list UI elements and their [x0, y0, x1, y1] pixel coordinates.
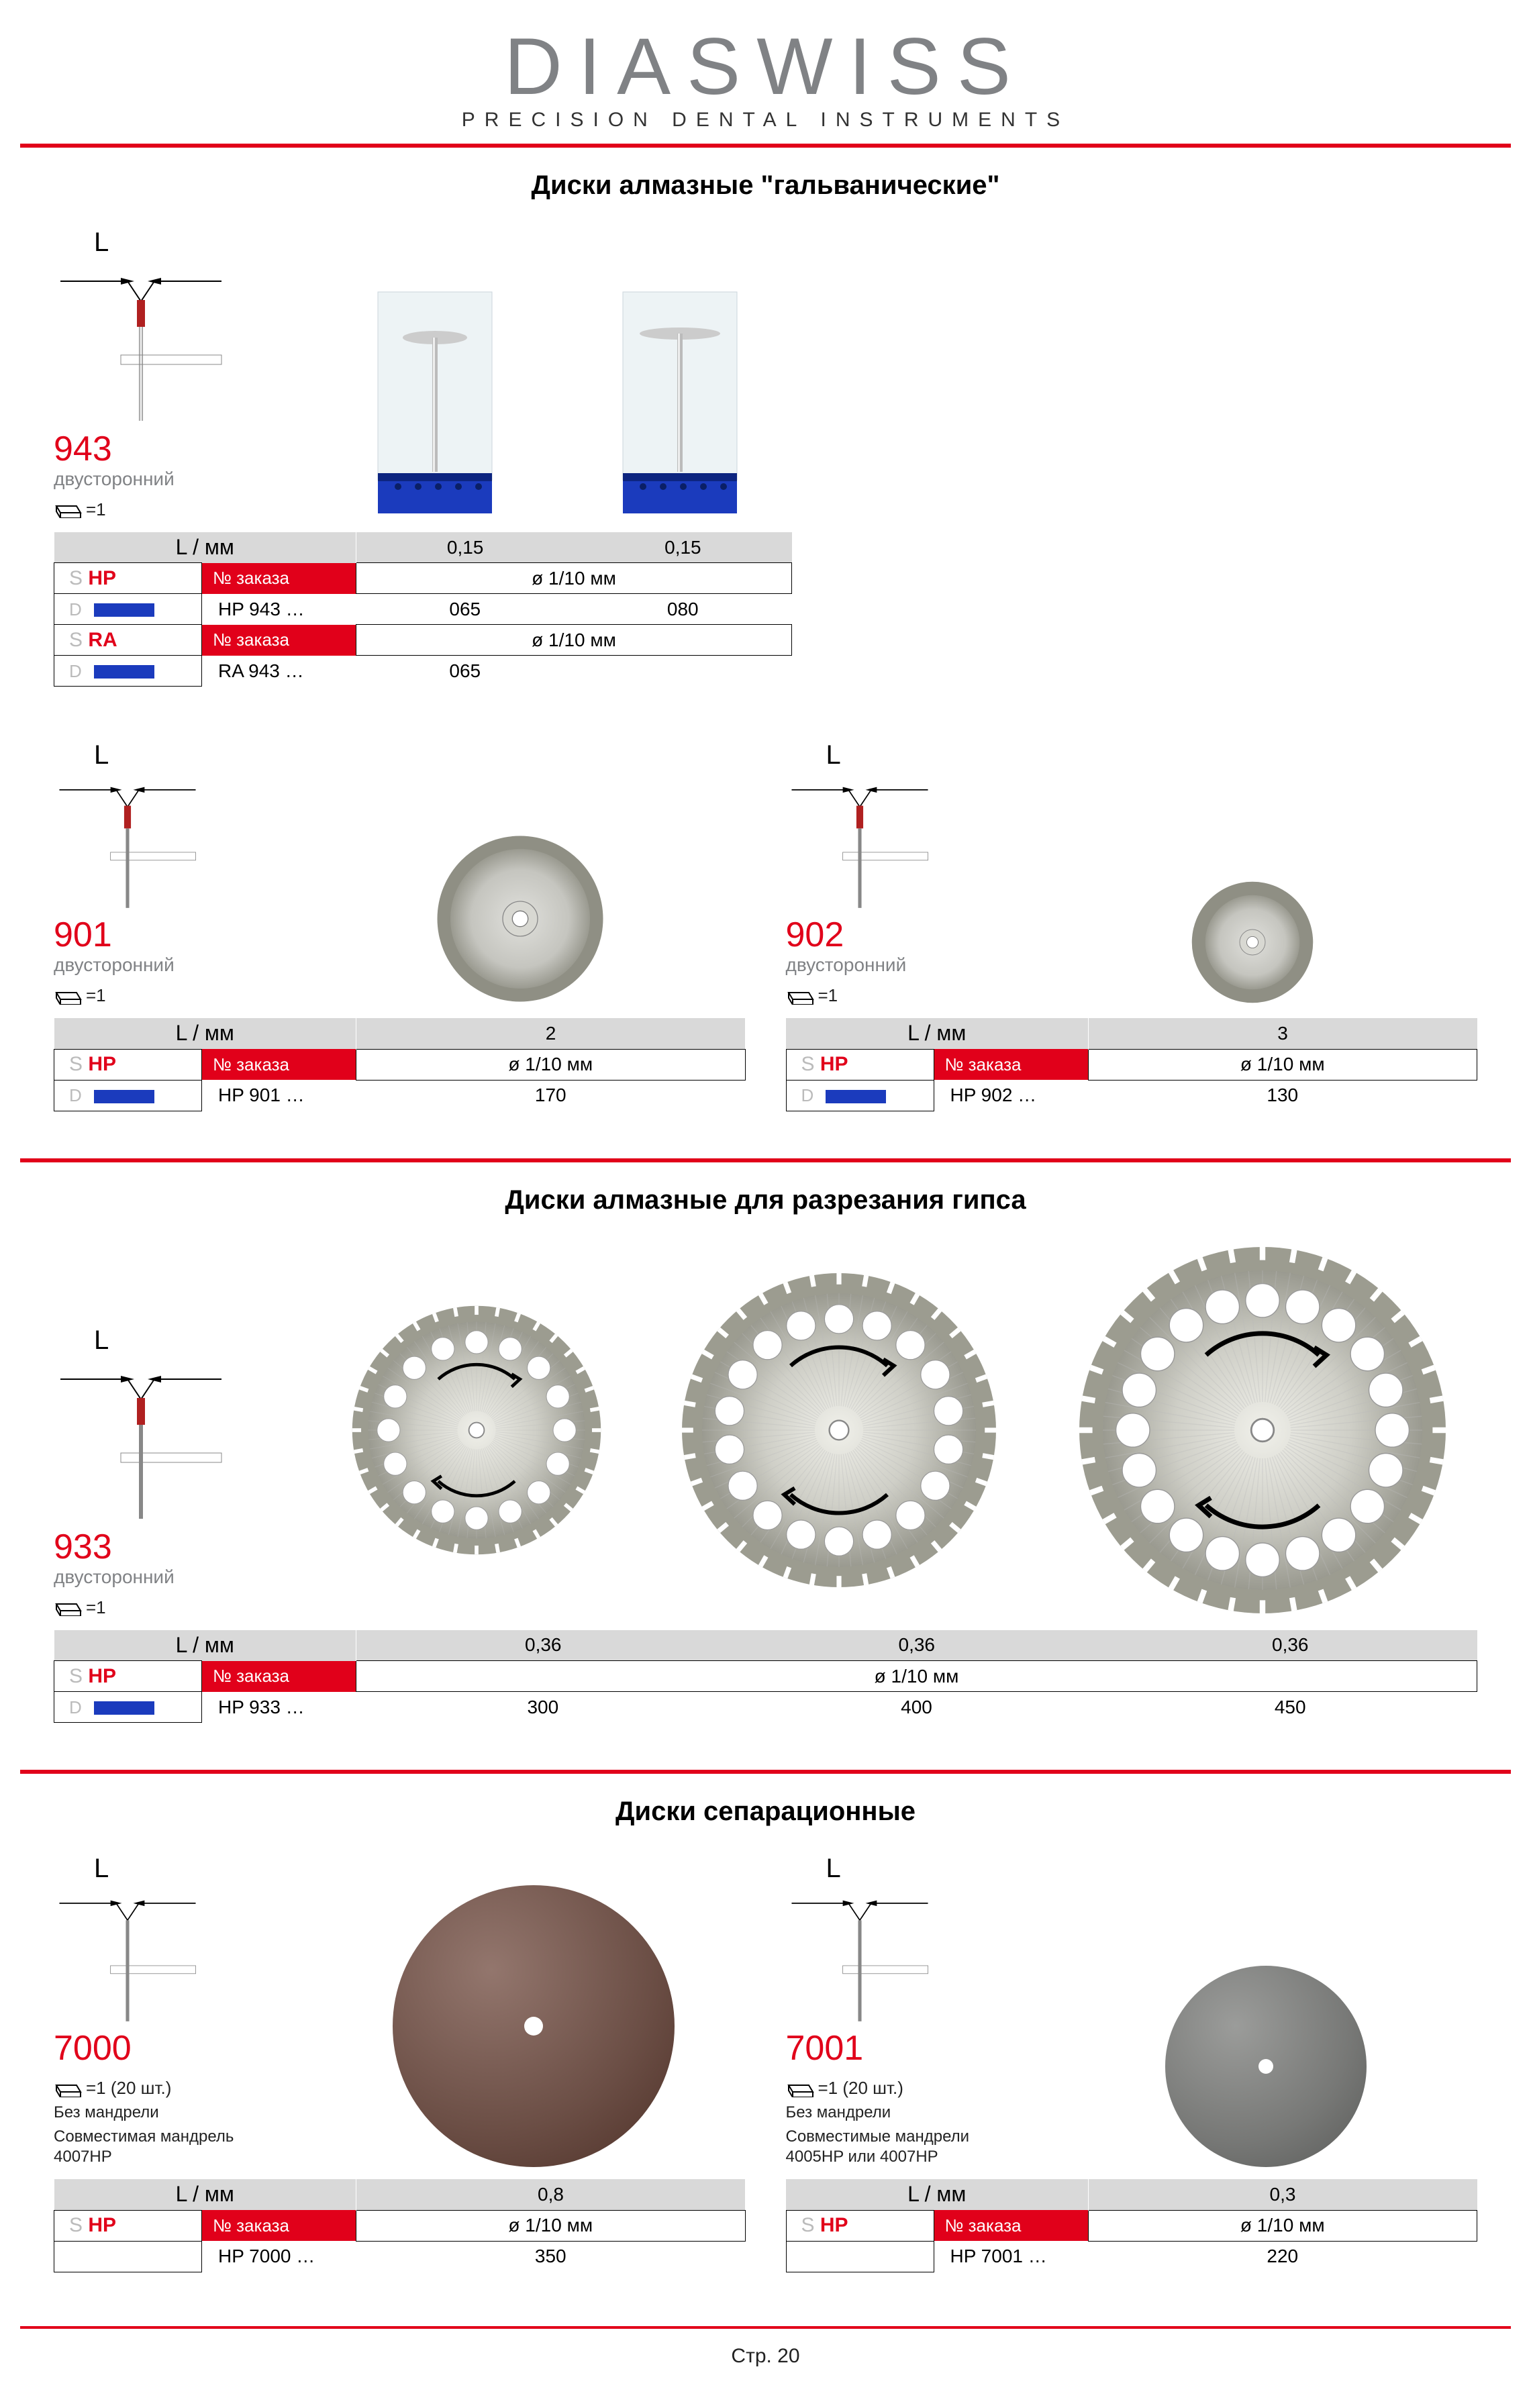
page-number: Стр. 20 — [20, 2345, 1511, 2368]
l-diagram-icon: L — [54, 1325, 228, 1527]
spec-table-933: L / мм 0,360,360,36 S HP№ заказаø 1/10 м… — [54, 1630, 1477, 1723]
product-7001: L 7001 =1 (20 шт.) Без мандрели Совмести… — [786, 1854, 1478, 2272]
section-title-galvanic: Диски алмазные "гальванические" — [20, 170, 1511, 201]
disc-image — [433, 832, 607, 1006]
product-image — [322, 1885, 746, 2167]
spec-table-7000: L / мм0,8 S HP№ заказаø 1/10 мм HP 7000 … — [54, 2179, 746, 2272]
l-diagram-icon: L — [54, 1854, 201, 2028]
spec-table-902: L / мм3 S HP№ заказаø 1/10 мм DHP 902 …1… — [786, 1018, 1478, 1111]
product-image — [1028, 879, 1478, 1006]
l-diagram-icon: L — [786, 740, 934, 915]
section-divider — [20, 1158, 1511, 1162]
l-label: L — [94, 228, 109, 258]
gypsum-disc-image-1 — [349, 1303, 604, 1558]
product-902: L 902 двусторонний =1 — [786, 740, 1478, 1111]
product-image — [1054, 1966, 1478, 2167]
gypsum-disc-image-3 — [1075, 1242, 1450, 1618]
box-icon — [786, 987, 816, 1005]
package-qty: =1 — [54, 499, 295, 520]
product-image — [295, 832, 746, 1006]
packaging-image-1 — [358, 285, 512, 520]
box-icon — [54, 501, 83, 518]
box-icon — [54, 2080, 83, 2097]
product-images — [322, 1242, 1477, 1618]
spec-table-901: L / мм2 S HP№ заказаø 1/10 мм DHP 901 …1… — [54, 1018, 746, 1111]
l-diagram-icon: L — [54, 228, 228, 429]
section-title-separation: Диски сепарационные — [20, 1797, 1511, 1827]
spec-table-7001: L / мм0,3 S HP№ заказаø 1/10 мм HP 7001 … — [786, 2179, 1478, 2272]
product-933: L 933 двусторонний =1 L — [20, 1242, 1511, 1723]
product-901: L 901 двусторонний =1 — [54, 740, 746, 1111]
gypsum-disc-image-2 — [678, 1269, 1000, 1591]
box-icon — [54, 987, 83, 1005]
l-diagram-icon: L — [54, 740, 201, 915]
box-icon — [786, 2080, 816, 2097]
spec-table-943: L / мм 0,150,15 S HP № заказа ø 1/10 мм … — [54, 532, 792, 687]
product-7000: L 7000 =1 (20 шт.) Без мандрели Совмести… — [54, 1854, 746, 2272]
brand-header: DIASWISS PRECISION DENTAL INSTRUMENTS — [20, 20, 1511, 132]
header-divider — [20, 144, 1511, 148]
brand-tagline: PRECISION DENTAL INSTRUMENTS — [20, 109, 1511, 132]
product-code: 943 — [54, 429, 295, 469]
footer-divider — [20, 2326, 1511, 2329]
packaging-image-2 — [603, 285, 757, 520]
box-icon — [54, 1599, 83, 1616]
l-diagram-icon: L — [786, 1854, 934, 2028]
product-images — [322, 285, 792, 520]
section-divider — [20, 1770, 1511, 1774]
brand-name: DIASWISS — [20, 20, 1511, 113]
section-title-gypsum: Диски алмазные для разрезания гипса — [20, 1185, 1511, 1215]
product-sub: двусторонний — [54, 469, 295, 490]
disc-image — [1189, 879, 1316, 1006]
separation-disc-image — [1165, 1966, 1367, 2167]
product-943: L 943 двусторонний =1 — [20, 228, 826, 687]
separation-disc-image — [393, 1885, 675, 2167]
